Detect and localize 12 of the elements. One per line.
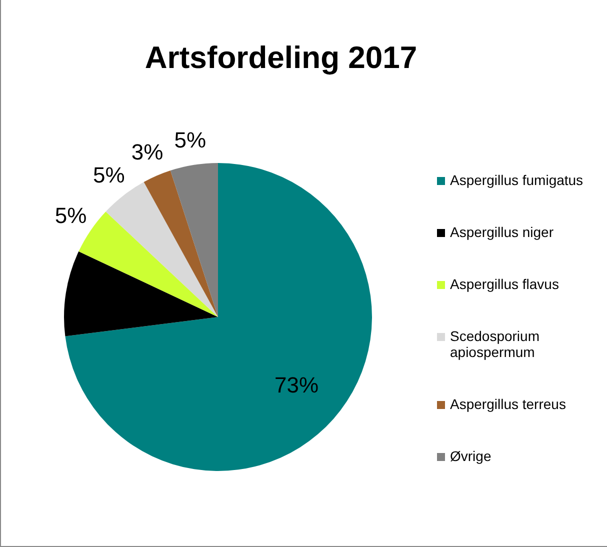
legend-label: Scedosporium apiospermum	[450, 328, 540, 360]
data-label: 5%	[93, 162, 125, 188]
legend-label: Aspergillus fumigatus	[450, 172, 584, 188]
legend-label: Øvrige	[450, 448, 492, 464]
chart-title: Artsfordeling 2017	[144, 40, 418, 76]
legend-label: Aspergillus flavus	[450, 276, 559, 292]
data-label: 3%	[131, 140, 164, 165]
legend-label: Aspergillus niger	[450, 224, 554, 240]
data-label: 73%	[274, 372, 319, 398]
data-label: 5%	[174, 127, 206, 152]
legend-label: Aspergillus terreus	[450, 396, 566, 412]
data-label: 5%	[54, 203, 87, 228]
